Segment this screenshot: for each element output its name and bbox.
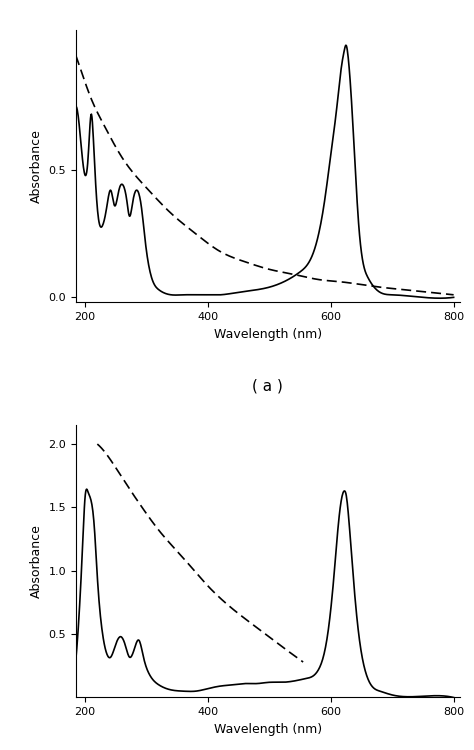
Y-axis label: Absorbance: Absorbance bbox=[30, 129, 43, 203]
Y-axis label: Absorbance: Absorbance bbox=[30, 524, 43, 599]
X-axis label: Wavelength (nm): Wavelength (nm) bbox=[214, 328, 322, 340]
X-axis label: Wavelength (nm): Wavelength (nm) bbox=[214, 723, 322, 736]
Text: ( a ): ( a ) bbox=[252, 379, 283, 394]
